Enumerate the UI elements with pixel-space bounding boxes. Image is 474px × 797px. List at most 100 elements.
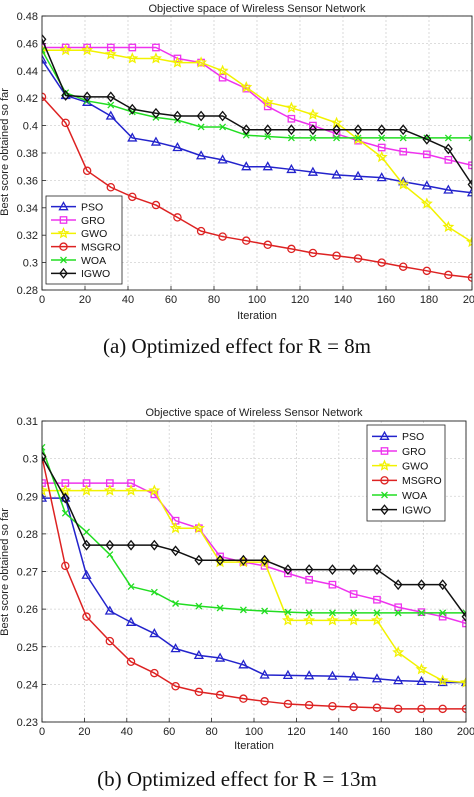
data-point-igwo [61, 90, 71, 101]
data-point-woa [219, 123, 227, 131]
data-point-gro [422, 150, 431, 159]
data-point-gro [152, 43, 160, 52]
data-point-gro [305, 575, 313, 584]
data-point-woa [444, 134, 452, 142]
legend-marker-igwo [380, 504, 389, 516]
data-point-msgro [287, 244, 296, 254]
legend-marker-gwo [57, 227, 70, 239]
data-point-msgro [239, 694, 248, 703]
axes-frame [41, 15, 473, 291]
data-point-igwo [328, 564, 337, 576]
series-line-woa [42, 49, 472, 139]
legend-label-gro: GRO [402, 446, 426, 458]
data-point-gwo [347, 614, 360, 626]
data-point-igwo [149, 539, 159, 551]
data-point-msgro [150, 668, 159, 678]
data-point-igwo [461, 611, 466, 623]
data-point-igwo [82, 539, 91, 551]
data-point-pso [327, 670, 338, 680]
data-point-msgro [353, 254, 363, 263]
data-point-gwo [420, 197, 433, 209]
data-point-gwo [436, 674, 449, 686]
data-point-pso [286, 163, 297, 174]
data-point-pso [127, 132, 138, 142]
data-point-msgro [215, 690, 225, 700]
chart-a: Objective space of Wireless Sensor Netwo… [0, 3, 474, 358]
data-point-msgro [218, 232, 227, 241]
data-point-pso [42, 54, 48, 64]
data-point-msgro [444, 270, 453, 280]
data-point-igwo [42, 33, 47, 45]
y-tick-label: 0.24 [17, 679, 38, 691]
data-point-woa [378, 134, 386, 142]
data-point-gwo [126, 52, 139, 64]
data-point-gwo [370, 614, 383, 626]
data-point-woa [42, 443, 46, 451]
data-point-gwo [240, 80, 253, 93]
data-point-msgro [61, 561, 70, 571]
y-tick-label: 0.25 [17, 642, 38, 654]
legend-label-gwo: GWO [402, 460, 428, 472]
data-point-pso [262, 161, 273, 171]
data-point-msgro [304, 700, 314, 710]
data-point-pso [104, 605, 115, 615]
data-point-igwo [304, 564, 314, 576]
x-tick-label: 180 [414, 726, 432, 738]
data-point-gro [377, 143, 386, 152]
y-tick-label: 0.32 [17, 230, 38, 242]
data-point-igwo [241, 124, 251, 136]
x-tick-label: 100 [248, 294, 266, 306]
data-point-woa [172, 600, 180, 607]
series-line-woa [42, 447, 466, 614]
data-point-woa [197, 123, 205, 131]
data-point-igwo [194, 554, 204, 566]
data-point-igwo [283, 564, 293, 576]
data-point-gwo [169, 521, 182, 534]
data-point-woa [328, 609, 336, 617]
data-point-gwo [149, 52, 162, 64]
data-point-igwo [443, 143, 453, 155]
data-point-msgro [332, 251, 341, 260]
data-point-woa [107, 101, 115, 109]
data-point-woa [418, 609, 425, 617]
legend-marker-msgro [59, 242, 68, 251]
data-point-gwo [261, 96, 274, 108]
data-point-msgro [151, 200, 161, 210]
data-point-gwo [397, 178, 410, 190]
data-point-pso [125, 616, 137, 626]
x-tick-label: 80 [205, 726, 217, 738]
series-pso [42, 492, 466, 687]
data-point-pso [421, 180, 432, 190]
data-point-gwo [285, 101, 298, 113]
data-point-gro [394, 603, 403, 612]
y-tick-label: 0.28 [17, 529, 38, 541]
y-tick-label: 0.48 [17, 11, 38, 23]
data-point-gro [328, 580, 337, 589]
x-tick-label: 0 [39, 294, 45, 306]
data-point-pso [376, 172, 387, 182]
series-igwo [42, 451, 466, 623]
data-point-woa [264, 133, 272, 141]
data-point-woa [61, 509, 69, 517]
data-point-woa [42, 46, 46, 54]
data-point-msgro [263, 240, 272, 250]
legend-marker-pso [58, 201, 69, 211]
data-point-igwo [196, 110, 206, 122]
data-point-pso [371, 673, 383, 683]
x-tick-label: 160 [372, 726, 390, 738]
data-point-gro [444, 155, 453, 164]
chart-b-ylabel: Best score obtained so far [0, 508, 11, 636]
data-point-woa [83, 528, 90, 536]
data-point-gwo [125, 484, 138, 496]
data-point-msgro [308, 248, 318, 258]
data-point-gwo [195, 56, 208, 68]
data-point-msgro [194, 687, 204, 697]
data-point-pso [393, 675, 404, 685]
y-tick-label: 0.3 [23, 454, 38, 466]
data-point-msgro [377, 258, 386, 267]
data-point-gwo [103, 484, 116, 496]
data-point-pso [217, 154, 228, 164]
data-point-igwo [467, 179, 472, 190]
data-point-gro [309, 121, 317, 130]
data-point-igwo [82, 91, 92, 103]
